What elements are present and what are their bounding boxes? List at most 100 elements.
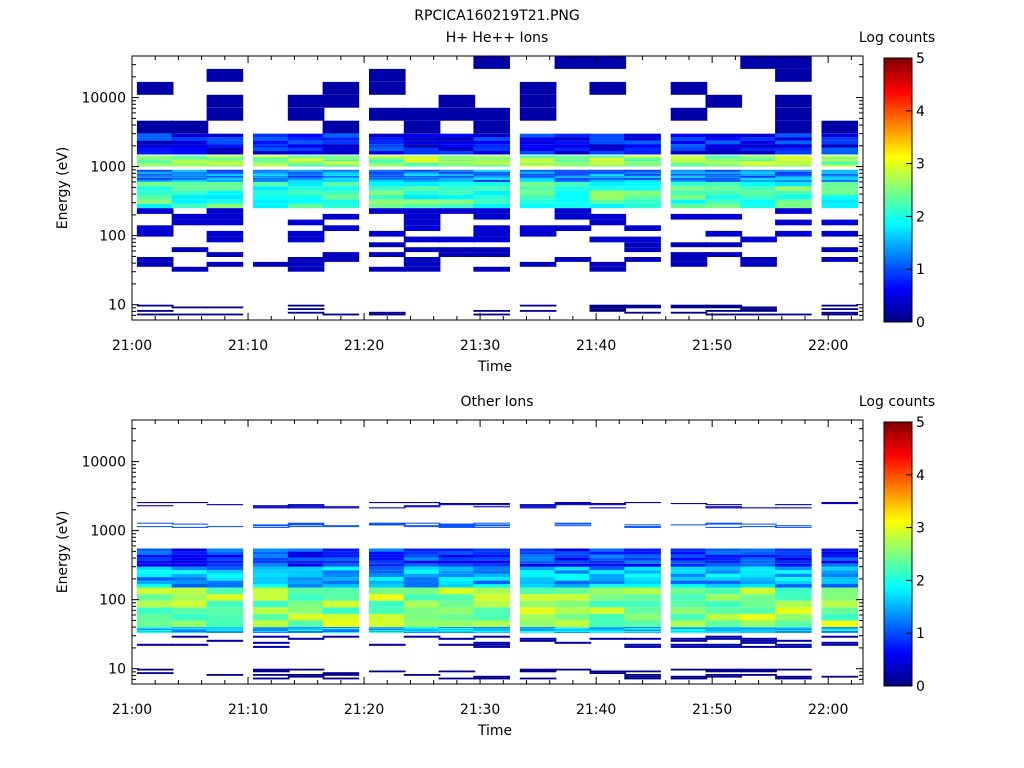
heatmap-cell <box>369 179 406 182</box>
x-tick-label: 21:20 <box>344 702 384 718</box>
heatmap-cell <box>705 162 743 165</box>
heatmap-cell <box>740 557 777 561</box>
colorbar-tick-label: 5 <box>916 415 925 431</box>
heatmap-cell <box>589 179 627 182</box>
heatmap-cell <box>253 147 290 151</box>
heatmap-cell <box>253 526 290 528</box>
y-tick-label: 1000 <box>90 524 126 540</box>
heatmap-cell <box>322 151 360 155</box>
heatmap-cell <box>821 311 859 314</box>
heatmap-cell <box>473 161 510 163</box>
heatmap-cell <box>519 506 557 508</box>
heatmap-cell <box>740 670 777 673</box>
heatmap-cell <box>369 560 406 564</box>
heatmap-cell <box>705 157 743 160</box>
heatmap-cell <box>438 600 476 608</box>
heatmap-cell <box>206 195 244 200</box>
heatmap-cell <box>705 580 743 585</box>
heatmap-cell <box>473 628 510 630</box>
heatmap-cell <box>775 677 812 680</box>
heatmap-cell <box>670 306 708 309</box>
heatmap-cell <box>322 203 360 209</box>
heatmap-cell <box>287 631 325 632</box>
heatmap-cell <box>403 213 441 220</box>
heatmap-cell <box>253 524 290 526</box>
heatmap-cell <box>554 631 592 633</box>
heatmap-cell <box>589 140 627 145</box>
heatmap-cell <box>403 169 441 172</box>
heatmap-cell <box>519 157 557 160</box>
heatmap-cell <box>775 548 812 552</box>
heatmap-cell <box>136 620 174 628</box>
heatmap-cell <box>670 563 708 567</box>
heatmap-cell <box>705 675 743 678</box>
heatmap-cell <box>821 580 859 585</box>
heatmap-cell <box>589 266 627 272</box>
heatmap-cell <box>438 548 476 552</box>
heatmap-cell <box>438 171 476 174</box>
heatmap-cell <box>589 186 627 191</box>
heatmap-cell <box>136 151 174 155</box>
heatmap-cell <box>206 563 244 567</box>
heatmap-cell <box>322 161 360 163</box>
heatmap-cell <box>403 570 441 574</box>
heatmap-cell <box>473 230 510 237</box>
colorbar-tick-label: 5 <box>916 51 925 67</box>
heatmap-cell <box>705 506 743 508</box>
heatmap-cell <box>287 179 325 182</box>
heatmap-cell <box>136 155 174 158</box>
heatmap-cell <box>287 219 325 226</box>
heatmap-cell <box>473 137 510 141</box>
heatmap-cell <box>322 313 360 316</box>
heatmap-cell <box>136 195 174 200</box>
heatmap-cell <box>322 677 360 680</box>
heatmap-cell <box>206 580 244 585</box>
heatmap-cell <box>705 164 743 167</box>
heatmap-cell <box>670 190 708 196</box>
heatmap-cell <box>670 159 708 162</box>
heatmap-cell <box>206 155 244 158</box>
heatmap-cell <box>322 525 360 527</box>
heatmap-cell <box>670 169 708 172</box>
heatmap-cell <box>403 607 441 614</box>
heatmap-cell <box>740 628 777 630</box>
heatmap-cell <box>438 173 476 176</box>
heatmap-cell <box>438 181 476 187</box>
heatmap-cell <box>554 570 592 574</box>
heatmap-cell <box>589 203 627 209</box>
heatmap-cell <box>740 56 777 69</box>
heatmap-cell <box>821 171 859 174</box>
heatmap-cell <box>369 551 406 555</box>
heatmap-cell <box>253 203 290 209</box>
heatmap-cell <box>473 630 510 631</box>
heatmap-cell <box>253 620 290 628</box>
heatmap-cell <box>206 164 244 167</box>
heatmap-cell <box>136 203 174 209</box>
heatmap-cell <box>369 628 406 630</box>
heatmap-cell <box>322 175 360 178</box>
heatmap-cell <box>253 175 290 178</box>
heatmap-cell <box>206 133 244 138</box>
heatmap-cell <box>554 190 592 196</box>
heatmap-cell <box>740 563 777 567</box>
heatmap-cell <box>136 613 174 621</box>
heatmap-cell <box>624 600 661 608</box>
heatmap-cell <box>775 566 812 571</box>
heatmap-cell <box>253 570 290 574</box>
heatmap-cell <box>473 310 510 312</box>
heatmap-cell <box>740 548 777 552</box>
heatmap-cell <box>519 186 557 191</box>
heatmap-cell <box>624 161 661 163</box>
heatmap-cell <box>206 560 244 564</box>
heatmap-cell <box>519 631 557 632</box>
heatmap-cell <box>369 577 406 581</box>
heatmap-cell <box>136 629 174 630</box>
heatmap-cell <box>369 252 406 257</box>
heatmap-cell <box>519 310 557 312</box>
heatmap-cell <box>171 179 209 182</box>
heatmap-cell <box>438 580 476 585</box>
heatmap-cell <box>136 313 174 316</box>
heatmap-cell <box>206 186 244 191</box>
heatmap-cell <box>322 613 360 621</box>
heatmap-cell <box>705 551 743 555</box>
